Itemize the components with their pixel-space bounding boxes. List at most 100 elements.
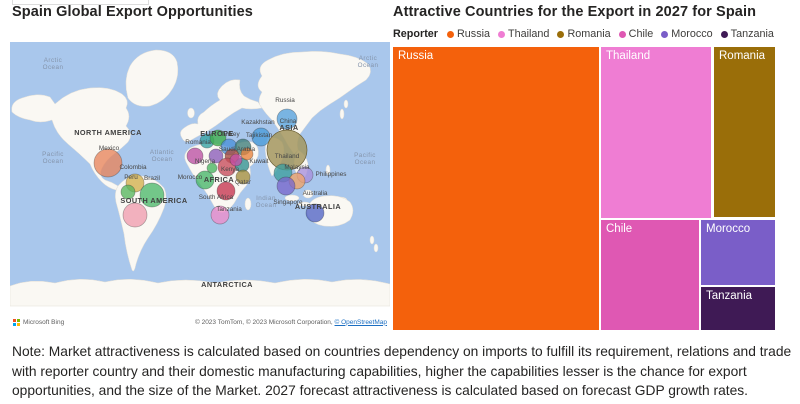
legend-item-thailand[interactable]: Thailand — [498, 28, 549, 40]
landmass-greenland — [125, 49, 179, 107]
treemap-tile-tanzania[interactable]: Tanzania — [701, 287, 775, 330]
legend-item-chile[interactable]: Chile — [618, 28, 654, 40]
map-label: AFRICA — [204, 175, 235, 184]
map-label: Morocco — [178, 174, 203, 181]
legend-item-romania[interactable]: Romania — [557, 28, 611, 40]
map-label: Saudi Arabia — [219, 146, 256, 153]
legend-dot-icon — [661, 30, 669, 38]
treemap-tile-thailand[interactable]: Thailand — [601, 47, 711, 218]
legend-dot-icon — [498, 30, 506, 38]
map-label: China — [280, 118, 297, 125]
map-label: Russia — [275, 97, 295, 104]
map-label: Romania — [185, 139, 211, 146]
legend-dot-icon — [447, 30, 454, 38]
treemap-tile-morocco[interactable]: Morocco — [701, 220, 775, 285]
map-label: Atlantic Ocean — [150, 149, 174, 163]
treemap-chart: Russia Thailand Romania Chile Morocco Tanzani… — [393, 47, 775, 330]
map-title: Spain Global Export Opportunities — [12, 4, 253, 20]
map-bubble[interactable] — [229, 153, 243, 167]
treemap-visual: Attractive Countries for the Export in 2… — [393, 2, 775, 330]
treemap-tile-label: Thailand — [606, 50, 651, 62]
treemap-tile-label: Chile — [606, 223, 633, 235]
landmass-madagascar — [244, 197, 252, 211]
map-label: Kuwait — [249, 158, 268, 165]
legend-item-russia[interactable]: Russia — [447, 28, 490, 40]
legend-label: Russia — [457, 28, 491, 40]
map-bubble[interactable] — [139, 182, 165, 208]
map-label: SOUTH AMERICA — [120, 196, 187, 205]
legend-label: Morocco — [671, 28, 713, 40]
map-bubble[interactable] — [186, 147, 204, 165]
legend-dot-icon — [618, 30, 626, 38]
map-label: ANTARCTICA — [201, 280, 253, 289]
map-bubble[interactable] — [240, 147, 254, 161]
landmass-britain — [187, 107, 195, 119]
map-bubble[interactable] — [210, 205, 230, 225]
map-bubble[interactable] — [235, 169, 251, 185]
map-bubble[interactable] — [276, 176, 296, 196]
map-bubble[interactable] — [251, 127, 271, 147]
map-bubble[interactable] — [206, 162, 218, 174]
map-bubble[interactable] — [120, 184, 136, 200]
map-bubble[interactable] — [216, 181, 236, 201]
map-bubble[interactable] — [93, 148, 123, 178]
map-label: ASIA — [279, 123, 299, 132]
map-label: Peru — [124, 174, 138, 181]
landmass-europe — [180, 79, 263, 143]
map-label: Mexico — [99, 145, 120, 152]
legend-items: Russia Thailand Romania Chile Morocco Tanzani… — [447, 28, 774, 40]
legend-label: Thailand — [508, 28, 550, 40]
map-bubble[interactable] — [122, 202, 148, 228]
map-label: Brazil — [144, 175, 160, 182]
map-attribution: © 2023 TomTom, © 2023 Microsoft Corporat… — [195, 319, 387, 326]
microsoft-logo-icon — [13, 318, 20, 326]
landmass-philippines — [325, 164, 331, 176]
map-label: AUSTRALIA — [295, 202, 341, 211]
legend-item-morocco[interactable]: Morocco — [661, 28, 713, 40]
map-label: Arctic Ocean — [358, 55, 379, 69]
map-label: Indian Ocean — [256, 195, 277, 209]
treemap-tile-chile[interactable]: Chile — [601, 220, 699, 330]
legend-title: Reporter — [393, 28, 438, 40]
map-label: Turkey — [220, 131, 240, 138]
landmass-sumatra — [284, 194, 300, 202]
map-copyright-text: © 2023 TomTom, © 2023 Microsoft Corporat… — [194, 318, 335, 326]
landmass-borneo — [302, 189, 314, 199]
map-label: Singapore — [273, 199, 303, 206]
legend-label: Tanzania — [730, 28, 774, 40]
map-bubble[interactable] — [276, 108, 298, 130]
treemap-tile-label: Russia — [398, 50, 434, 62]
bing-label: Microsoft Bing — [23, 318, 65, 326]
map-label: NORTH AMERICA — [74, 128, 142, 137]
map-label: South Africa — [199, 194, 234, 201]
map-label: Thailand — [275, 153, 300, 160]
microsoft-bing-logo: Microsoft Bing — [13, 318, 65, 326]
map-label: Arctic Ocean — [43, 57, 64, 71]
legend-item-tanzania[interactable]: Tanzania — [720, 28, 774, 40]
world-map[interactable]: Arctic Ocean Arctic Ocean Pacific Ocean Atlant… — [10, 42, 390, 330]
map-bubble[interactable] — [208, 148, 224, 164]
map-bubble[interactable] — [195, 170, 215, 190]
map-label: Tajikistan — [246, 132, 273, 139]
map-label: Pacific Ocean — [42, 151, 64, 165]
landmass-antarctica — [10, 279, 390, 307]
map-bubble[interactable] — [209, 129, 227, 147]
treemap-tile-label: Tanzania — [706, 290, 753, 302]
map-visual: Spain Global Export Opportunities — [10, 2, 390, 330]
legend-dot-icon — [557, 30, 565, 38]
treemap-tile-russia[interactable]: Russia — [393, 47, 599, 330]
treemap-legend: Reporter Russia Thailand Romania Chile Moroc… — [393, 27, 775, 41]
map-label: Australia — [303, 190, 328, 197]
legend-label: Chile — [628, 28, 654, 40]
landmass-new-zealand — [369, 235, 375, 245]
map-label: Kazakhstan — [241, 119, 275, 126]
map-label: Tanzania — [216, 206, 242, 213]
openstreetmap-link[interactable]: © OpenStreetMap — [334, 318, 387, 326]
treemap-tile-romania[interactable]: Romania — [714, 47, 775, 217]
map-label: Pacific Ocean — [354, 152, 376, 166]
map-label: Qatar — [235, 179, 252, 186]
landmass-new-zealand-south — [373, 243, 379, 253]
legend-dot-icon — [720, 30, 728, 38]
map-bubble[interactable] — [305, 203, 325, 223]
treemap-tile-label: Morocco — [706, 223, 751, 235]
